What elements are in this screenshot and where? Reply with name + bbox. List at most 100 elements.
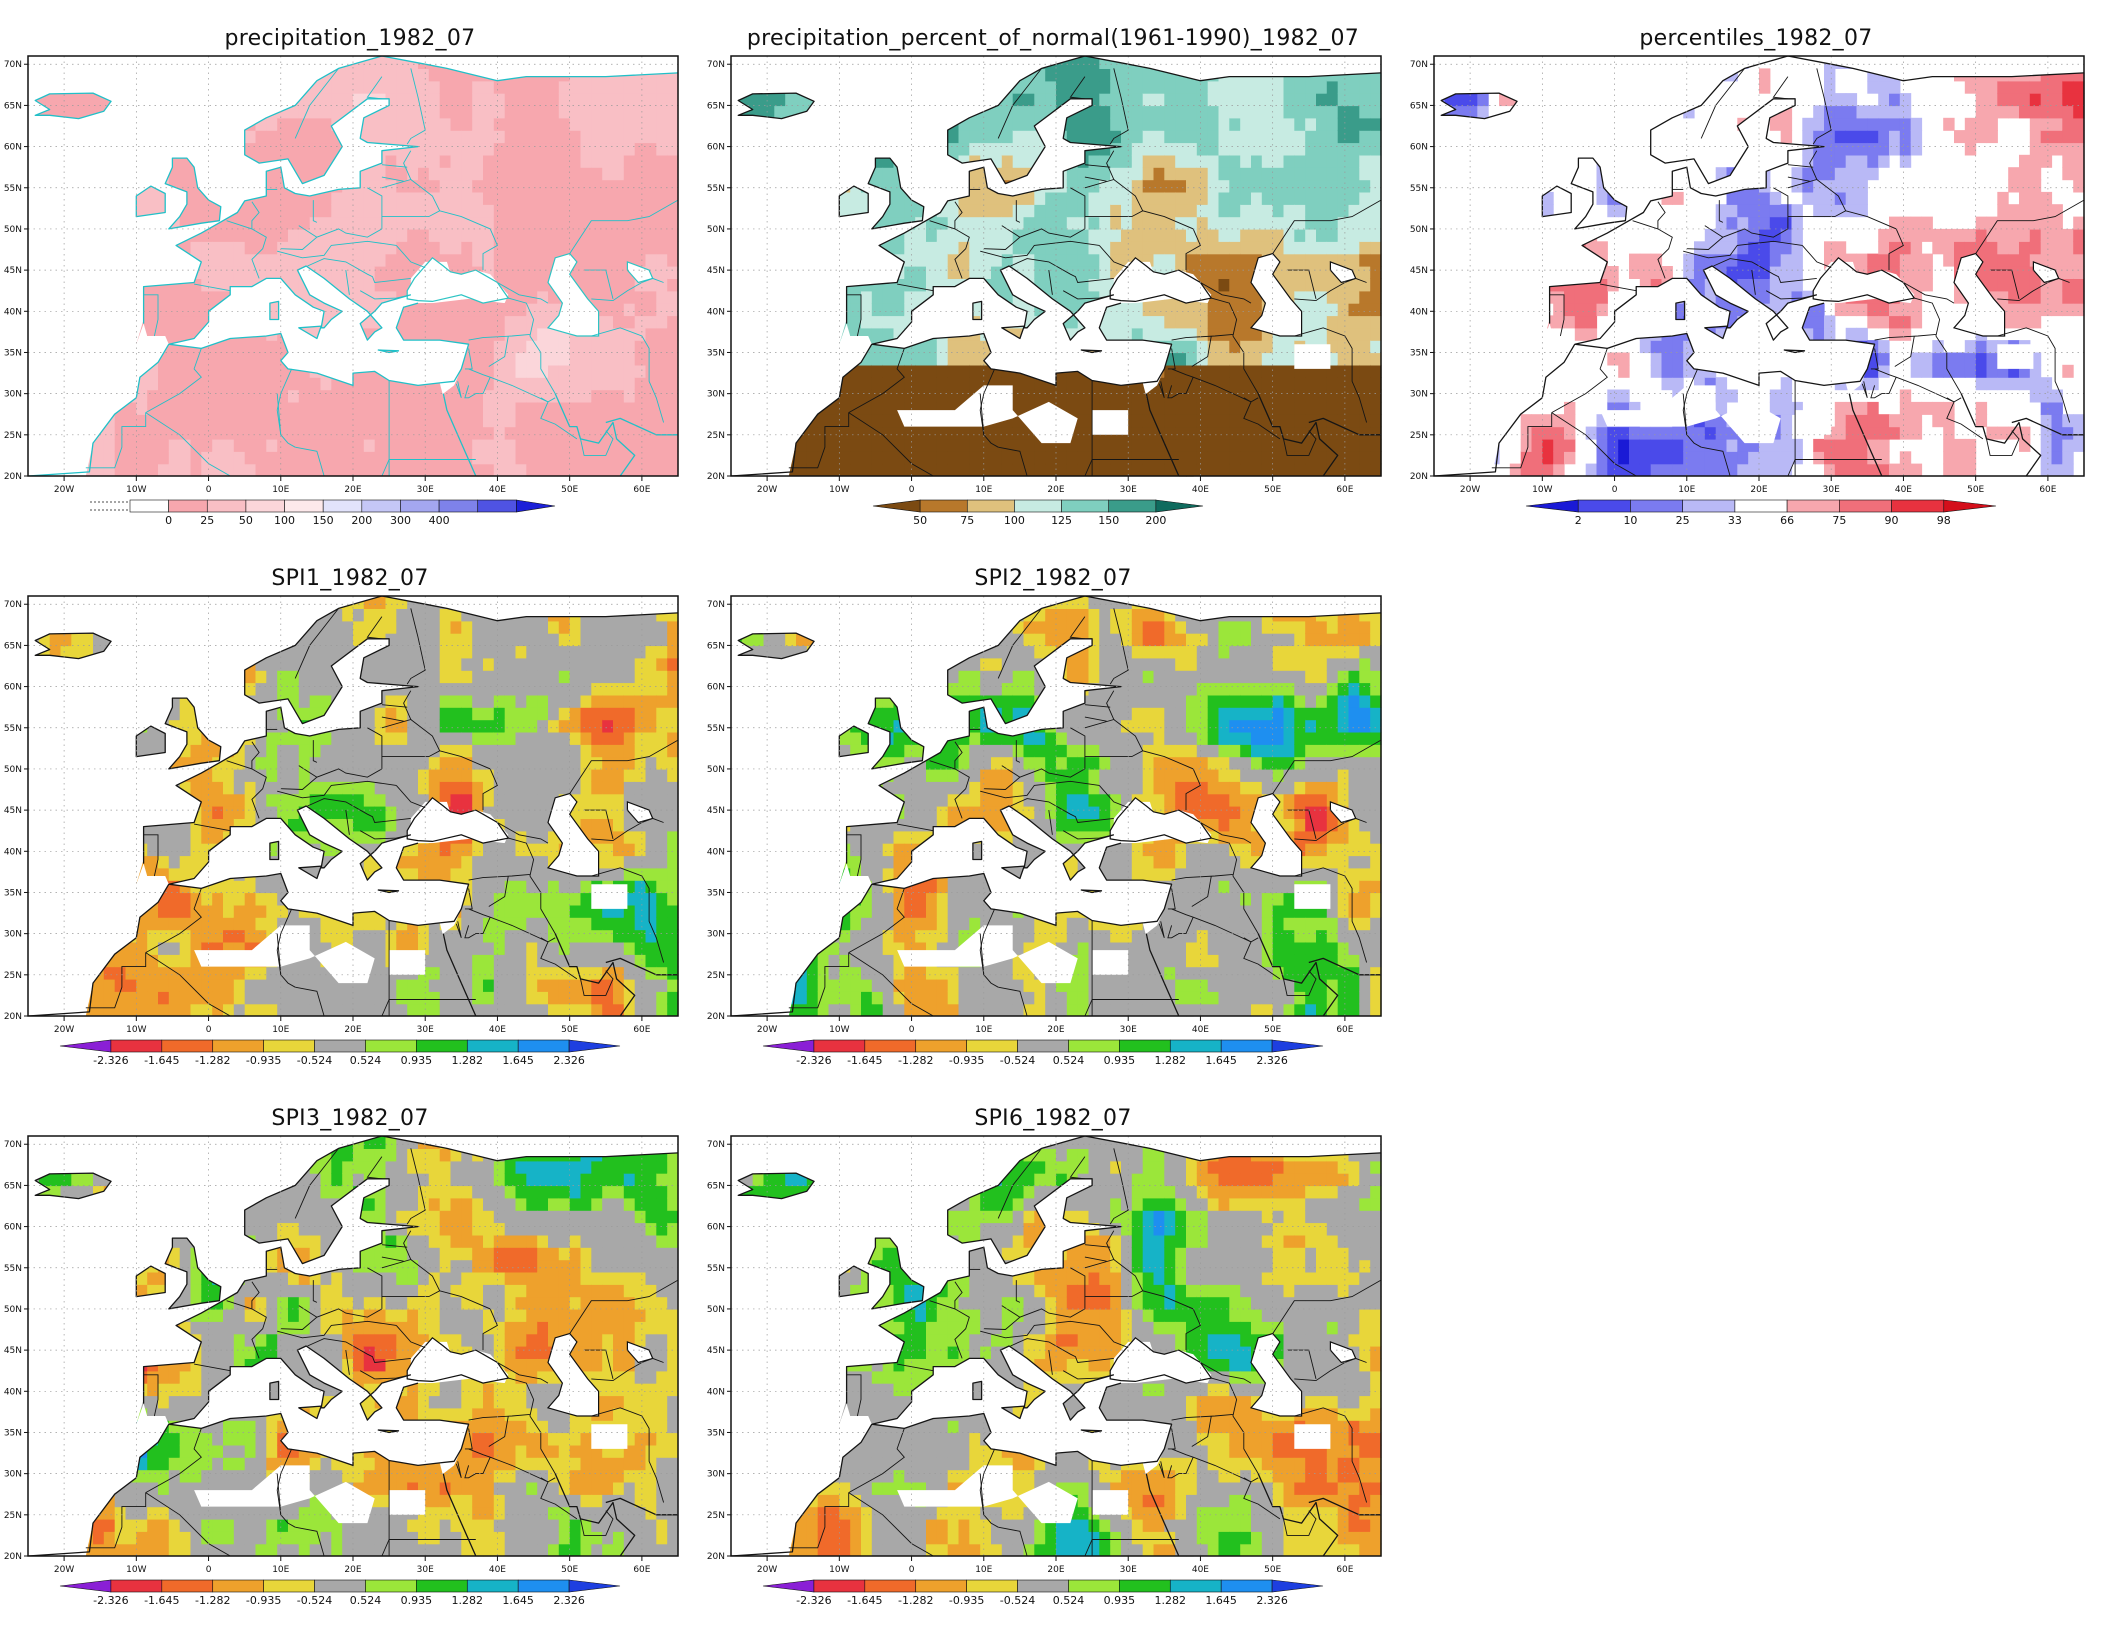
- lat-tick-label: 65N: [1410, 101, 1428, 111]
- lat-tick-label: 30N: [707, 930, 725, 940]
- colorbar-swatch: [1578, 500, 1630, 512]
- lon-tick-label: 20W: [54, 485, 74, 495]
- colorbar-swatch: [213, 1580, 264, 1592]
- lat-tick-label: 20N: [4, 472, 22, 482]
- lon-tick-label: 40E: [1192, 1565, 1209, 1575]
- colorbar-label: 1.282: [452, 1054, 484, 1067]
- colorbar-label: -1.282: [898, 1054, 933, 1067]
- lat-tick-label: 25N: [707, 971, 725, 981]
- lat-tick-label: 60N: [707, 143, 725, 153]
- colorbar-label: 0.935: [1104, 1594, 1136, 1607]
- colorbar-swatch: [967, 1580, 1018, 1592]
- lat-tick-label: 65N: [707, 1181, 725, 1191]
- lat-tick-label: 25N: [4, 431, 22, 441]
- lon-tick-label: 10E: [975, 485, 992, 495]
- lon-tick-label: 30E: [1823, 485, 1840, 495]
- lon-tick-label: 50E: [1264, 1025, 1281, 1035]
- colorbar-arrow-low: [1526, 500, 1578, 512]
- colorbar-label: 33: [1728, 514, 1742, 527]
- colorbar-arrow-low: [763, 1580, 814, 1592]
- colorbar-label: -0.935: [949, 1594, 984, 1607]
- lat-tick-label: 40N: [707, 307, 725, 317]
- colorbar-label: -2.326: [796, 1054, 831, 1067]
- colorbar-label: -1.645: [847, 1594, 882, 1607]
- colorbar-swatch: [207, 500, 246, 512]
- lon-tick-label: 30E: [1120, 1025, 1137, 1035]
- lon-tick-label: 10W: [126, 485, 146, 495]
- lat-tick-label: 55N: [4, 724, 22, 734]
- lon-tick-label: 60E: [1336, 1025, 1353, 1035]
- colorbar-label: 300: [390, 514, 411, 527]
- lat-tick-label: 45N: [707, 266, 725, 276]
- colorbar-arrow-high: [1272, 1580, 1323, 1592]
- lat-tick-label: 45N: [4, 806, 22, 816]
- colorbar-swatch: [1170, 1040, 1221, 1052]
- lat-tick-label: 25N: [707, 431, 725, 441]
- colorbar-swatch: [111, 1580, 162, 1592]
- colorbar-label: -0.524: [297, 1054, 332, 1067]
- colorbar-swatch: [1018, 1580, 1069, 1592]
- lon-tick-label: 40E: [1192, 1025, 1209, 1035]
- colorbar-swatch: [169, 500, 208, 512]
- colorbar-arrow-low: [60, 1040, 111, 1052]
- lat-tick-label: 40N: [4, 1387, 22, 1397]
- lat-tick-label: 60N: [4, 143, 22, 153]
- colorbar-swatch: [1170, 1580, 1221, 1592]
- colorbar-swatch: [865, 1040, 916, 1052]
- colorbar-label: 1.645: [1205, 1594, 1237, 1607]
- colorbar-swatch: [814, 1040, 865, 1052]
- colorbar-label: 25: [200, 514, 214, 527]
- lat-tick-label: 50N: [707, 1305, 725, 1315]
- colorbar-arrow-high: [1272, 1040, 1323, 1052]
- lat-tick-label: 70N: [4, 1140, 22, 1150]
- lat-tick-label: 65N: [4, 101, 22, 111]
- lat-tick-label: 55N: [707, 724, 725, 734]
- colorbar-swatch: [400, 500, 439, 512]
- lon-tick-label: 20E: [344, 1025, 361, 1035]
- lat-tick-label: 30N: [707, 390, 725, 400]
- colorbar-label: 125: [1051, 514, 1072, 527]
- panel-percent-of-normal: precipitation_percent_of_normal(1961-199…: [703, 26, 1403, 566]
- lon-tick-label: 0: [206, 485, 212, 495]
- colorbar-swatch: [478, 500, 517, 512]
- lon-tick-label: 10W: [829, 485, 849, 495]
- lon-tick-label: 0: [1612, 485, 1618, 495]
- lon-tick-label: 20E: [344, 1565, 361, 1575]
- lat-tick-label: 30N: [4, 390, 22, 400]
- colorbar-swatch: [1119, 1580, 1170, 1592]
- lon-tick-label: 50E: [1967, 485, 1984, 495]
- lat-tick-label: 55N: [707, 184, 725, 194]
- lat-tick-label: 50N: [4, 765, 22, 775]
- lon-tick-label: 20E: [344, 485, 361, 495]
- colorbar-arrow-low: [60, 1580, 111, 1592]
- colorbar-swatch: [1109, 500, 1156, 512]
- colorbar-swatch: [920, 500, 967, 512]
- lon-tick-label: 30E: [1120, 1565, 1137, 1575]
- colorbar-label: 50: [239, 514, 253, 527]
- colorbar-swatch: [916, 1580, 967, 1592]
- lon-tick-label: 10W: [126, 1025, 146, 1035]
- colorbar-label: 75: [960, 514, 974, 527]
- colorbar-swatch: [865, 1580, 916, 1592]
- lat-tick-label: 50N: [707, 765, 725, 775]
- colorbar-label: 2.326: [1256, 1594, 1288, 1607]
- lon-tick-label: 10E: [272, 1025, 289, 1035]
- lon-tick-label: 40E: [1895, 485, 1912, 495]
- lat-tick-label: 60N: [707, 683, 725, 693]
- colorbar-arrow-high: [569, 1040, 620, 1052]
- colorbar-swatch: [285, 500, 324, 512]
- colorbar-label: -0.935: [246, 1054, 281, 1067]
- colorbar-label: 0.524: [1053, 1594, 1085, 1607]
- lon-tick-label: 20E: [1750, 485, 1767, 495]
- lat-tick-label: 30N: [4, 930, 22, 940]
- lat-tick-label: 70N: [1410, 60, 1428, 70]
- lon-tick-label: 10W: [829, 1565, 849, 1575]
- colorbar-label: -0.935: [246, 1594, 281, 1607]
